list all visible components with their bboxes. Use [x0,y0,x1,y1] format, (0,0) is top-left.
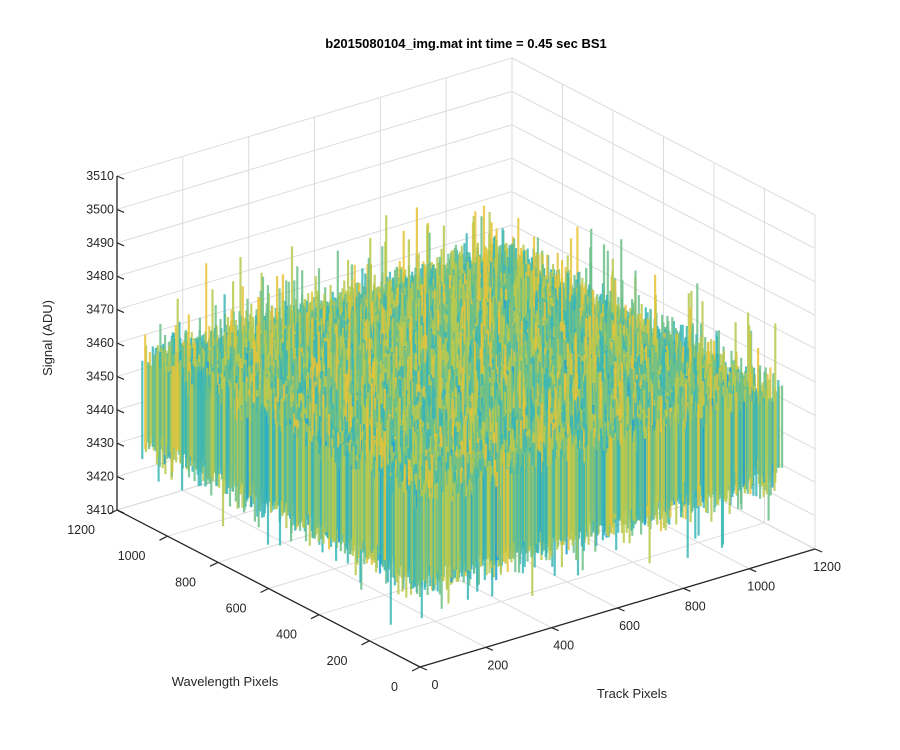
grid-line [116,90,513,210]
grid-line [511,90,816,249]
grid-line [116,124,513,244]
grid-line [116,191,513,311]
grid-line [511,157,816,316]
grid-line [116,157,513,277]
surface-plot [141,205,784,625]
grid-line [511,191,816,350]
grid-line [511,124,816,283]
grid-line [116,224,513,344]
grid-line [511,57,816,216]
grid-line [369,522,765,642]
grid-line [116,57,513,177]
grid-line [511,224,816,383]
